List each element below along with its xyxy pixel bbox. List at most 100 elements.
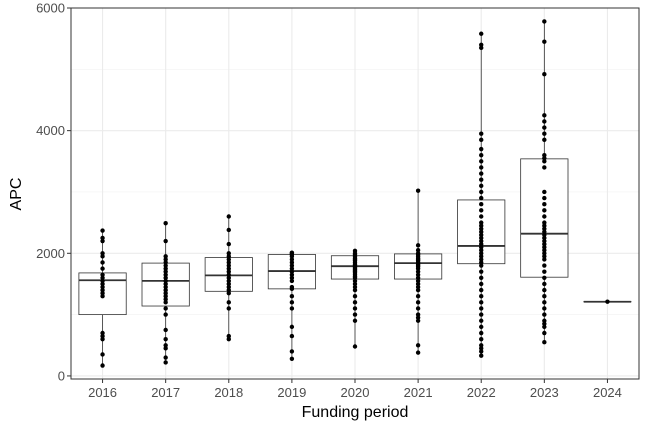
data-point-2018 — [226, 333, 231, 339]
data-point-2021 — [415, 294, 421, 299]
data-point-2023 — [542, 312, 547, 317]
data-point-2023 — [542, 306, 547, 311]
data-point-2022 — [479, 260, 484, 265]
data-point-2022 — [479, 312, 484, 317]
data-point-2021 — [415, 315, 421, 320]
data-point-2022 — [479, 42, 484, 47]
data-point-2016 — [100, 336, 105, 342]
data-point-2023 — [542, 254, 547, 259]
data-point-2018 — [226, 214, 231, 219]
data-point-2022 — [479, 281, 484, 287]
data-point-2023 — [542, 257, 547, 262]
data-point-2021 — [415, 266, 421, 271]
data-point-2023 — [542, 248, 547, 253]
data-point-2018 — [226, 336, 231, 342]
data-point-2023 — [542, 156, 547, 161]
data-point-2020 — [352, 275, 358, 281]
data-point-2023 — [542, 238, 547, 244]
data-point-2021 — [415, 343, 421, 348]
data-point-2022 — [479, 287, 484, 293]
data-point-2018 — [226, 272, 231, 277]
data-point-2017 — [163, 284, 168, 290]
y-tick-label: 4000 — [36, 123, 65, 138]
data-point-2016 — [100, 284, 105, 290]
data-point-2019 — [289, 263, 295, 268]
data-point-2016 — [100, 294, 105, 299]
data-point-2016 — [100, 251, 105, 256]
data-point-2016 — [100, 290, 105, 296]
data-point-2023 — [542, 195, 547, 201]
data-point-2018 — [226, 269, 231, 274]
data-point-2021 — [415, 281, 421, 287]
data-point-2023 — [542, 202, 547, 207]
data-point-2021 — [415, 287, 421, 293]
data-point-2017 — [163, 300, 168, 305]
data-point-2017 — [163, 343, 168, 348]
point-layer — [100, 19, 610, 368]
data-point-2022 — [479, 159, 484, 164]
data-point-2023 — [542, 165, 547, 170]
data-point-2020 — [352, 281, 358, 287]
data-point-2022 — [479, 229, 484, 235]
data-point-2018 — [226, 266, 231, 271]
data-point-2016 — [100, 278, 105, 284]
data-point-2022 — [479, 208, 484, 213]
data-point-2017 — [163, 312, 168, 317]
data-point-2020 — [352, 278, 358, 284]
data-point-2017 — [163, 290, 168, 296]
data-point-2023 — [542, 269, 547, 274]
data-point-2022 — [479, 294, 484, 299]
data-point-2022 — [479, 214, 484, 219]
data-point-2019 — [289, 266, 295, 271]
data-point-2016 — [100, 238, 105, 244]
data-point-2018 — [226, 227, 231, 233]
data-point-2016 — [100, 254, 105, 259]
data-point-2023 — [542, 159, 547, 164]
data-point-2022 — [479, 324, 484, 330]
data-point-2022 — [479, 300, 484, 305]
data-point-2022 — [479, 223, 484, 228]
data-point-2018 — [226, 300, 231, 305]
x-tick-label: 2021 — [404, 385, 433, 400]
data-point-2022 — [479, 353, 484, 358]
data-point-2023 — [542, 241, 547, 247]
data-point-2020 — [352, 287, 358, 293]
x-tick-label: 2020 — [341, 385, 370, 400]
data-point-2023 — [542, 220, 547, 225]
data-point-2022 — [479, 343, 484, 348]
data-point-2021 — [415, 350, 421, 355]
data-point-2017 — [163, 272, 168, 277]
data-point-2022 — [479, 226, 484, 231]
data-point-2017 — [163, 294, 168, 299]
data-point-2021 — [415, 278, 421, 284]
data-point-2022 — [479, 336, 484, 342]
data-point-2023 — [542, 330, 547, 336]
data-point-2022 — [479, 257, 484, 262]
data-point-2017 — [163, 257, 168, 262]
data-point-2018 — [226, 290, 231, 296]
data-point-2018 — [226, 306, 231, 311]
data-point-2018 — [226, 275, 231, 281]
data-point-2019 — [289, 300, 295, 305]
data-point-2023 — [542, 19, 547, 24]
data-point-2021 — [415, 248, 421, 253]
data-point-2021 — [415, 269, 421, 274]
box-2016 — [78, 230, 127, 366]
data-point-2016 — [100, 260, 105, 265]
data-point-2023 — [542, 137, 547, 143]
data-point-2018 — [226, 278, 231, 284]
data-point-2020 — [352, 318, 358, 323]
data-point-2023 — [542, 131, 547, 136]
x-tick-label: 2017 — [151, 385, 180, 400]
data-point-2017 — [163, 355, 168, 360]
data-point-2018 — [226, 284, 231, 290]
data-point-2019 — [289, 275, 295, 281]
data-point-2021 — [415, 275, 421, 281]
data-point-2017 — [163, 297, 168, 302]
data-point-2016 — [100, 228, 105, 233]
data-point-2017 — [163, 278, 168, 284]
data-point-2022 — [479, 330, 484, 336]
data-point-2022 — [479, 238, 484, 244]
data-point-2018 — [226, 281, 231, 287]
data-point-2021 — [415, 284, 421, 290]
